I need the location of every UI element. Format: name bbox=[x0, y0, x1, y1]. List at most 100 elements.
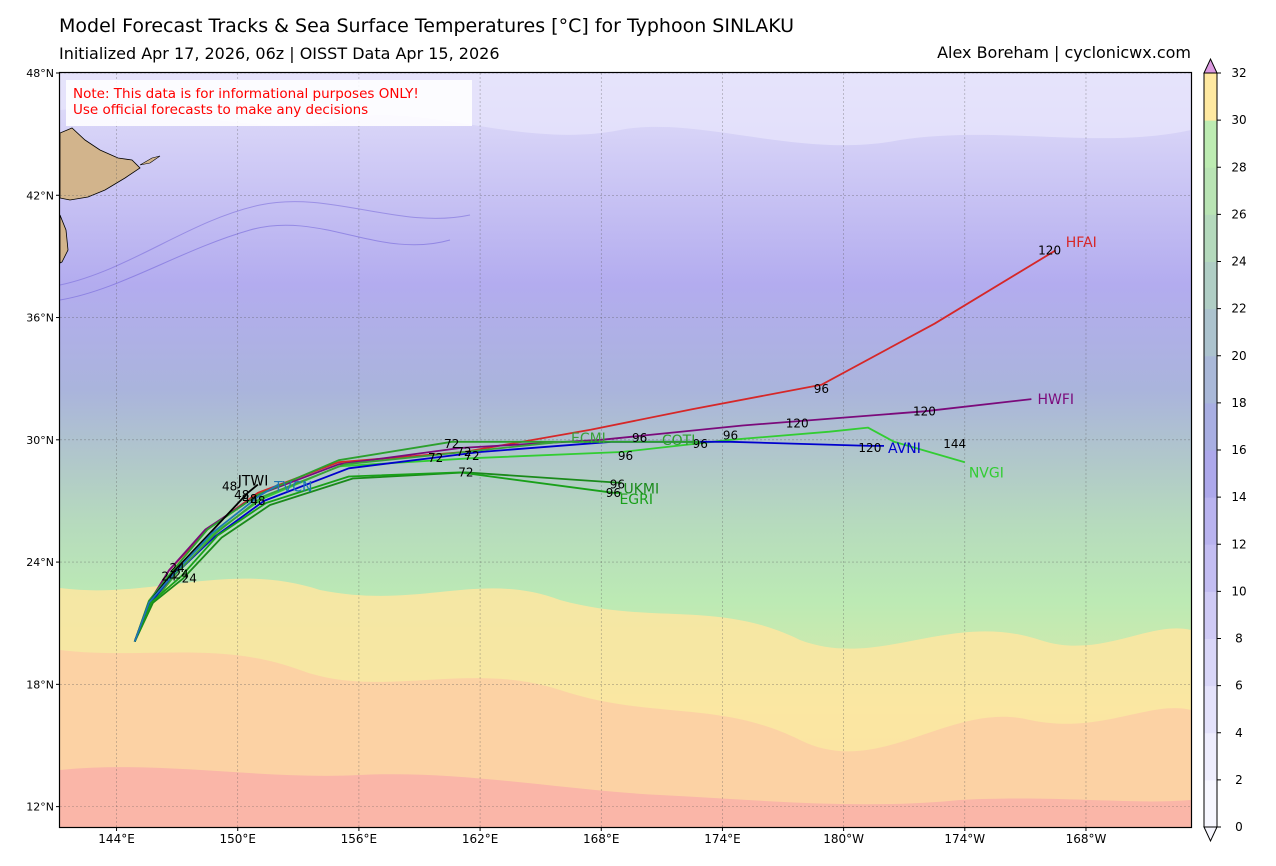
lon-tick-label: 144°E bbox=[98, 832, 135, 846]
sst-band-30 bbox=[60, 767, 1191, 827]
land-honshu bbox=[60, 214, 69, 264]
forecast-hour-label: 96 bbox=[618, 449, 633, 463]
disclaimer-line-2: Use official forecasts to make any decis… bbox=[73, 102, 369, 118]
colorbar-top-arrow bbox=[1203, 57, 1218, 74]
forecast-hour-label: 96 bbox=[610, 478, 625, 492]
model-label-ecmi: ECMI bbox=[571, 431, 606, 447]
lat-tick-label: 48°N bbox=[26, 67, 54, 80]
colorbar-tick-label: 30 bbox=[1231, 113, 1246, 127]
lat-tick-label: 42°N bbox=[26, 189, 54, 202]
forecast-hour-label: 72 bbox=[464, 449, 479, 463]
forecast-hour-label: 96 bbox=[814, 382, 829, 396]
model-label-hfai: HFAI bbox=[1066, 235, 1097, 251]
colorbar-tick-label: 18 bbox=[1231, 396, 1246, 410]
lat-tick-label: 24°N bbox=[26, 556, 54, 569]
map-title: Model Forecast Tracks & Sea Surface Temp… bbox=[59, 15, 795, 37]
lon-tick-label: 168°E bbox=[583, 832, 620, 846]
forecast-tracks bbox=[133, 249, 1057, 642]
track-hwfi bbox=[133, 398, 1032, 642]
map-credit: Alex Boreham | cyclonicwx.com bbox=[937, 43, 1191, 62]
map-subtitle: Initialized Apr 17, 2026, 06z | OISST Da… bbox=[59, 44, 500, 63]
model-label-jtwi: JTWI bbox=[237, 474, 269, 490]
disclaimer-box: Note: This data is for informational pur… bbox=[66, 80, 472, 126]
colorbar-tick-label: 4 bbox=[1235, 726, 1243, 740]
forecast-hour-label: 72 bbox=[428, 451, 443, 465]
forecast-hour-label: 96 bbox=[723, 429, 738, 443]
track-egri bbox=[133, 471, 622, 642]
colorbar-swatch bbox=[1204, 120, 1217, 168]
forecast-hour-label: 48 bbox=[222, 480, 237, 494]
lon-tick-label: 156°E bbox=[341, 832, 378, 846]
colorbar-swatch bbox=[1204, 591, 1217, 639]
graticule bbox=[60, 73, 1191, 827]
forecast-hour-label: 144 bbox=[943, 437, 966, 451]
colorbar-swatch bbox=[1204, 355, 1217, 404]
model-label-nvgi: NVGI bbox=[969, 465, 1004, 481]
forecast-hour-label: 120 bbox=[913, 404, 936, 418]
forecast-hour-label: 72 bbox=[456, 445, 471, 459]
lat-tick-label: 36°N bbox=[26, 312, 54, 325]
map-axes: 144°E 150°E 156°E 162°E 168°E 174°E 180°W 174°W… bbox=[26, 67, 1106, 846]
forecast-hour-label: 24 bbox=[174, 567, 189, 581]
colorbar-swatch bbox=[1204, 732, 1217, 781]
colorbar-swatch bbox=[1204, 779, 1217, 828]
forecast-hour-label: 120 bbox=[786, 417, 809, 431]
map-frame bbox=[58, 71, 1193, 829]
track-coti bbox=[133, 440, 701, 642]
colorbar-swatch bbox=[1204, 638, 1217, 687]
colorbar-swatch bbox=[1204, 685, 1217, 734]
track-ukmi bbox=[133, 471, 622, 642]
forecast-hour-label: 96 bbox=[693, 437, 708, 451]
colorbar-tick-label: 26 bbox=[1231, 207, 1246, 221]
colorbar-swatch bbox=[1204, 308, 1217, 357]
lon-tick-label: 168°W bbox=[1066, 832, 1107, 846]
model-label-egri: EGRI bbox=[619, 492, 653, 508]
forecast-hour-label: 24 bbox=[161, 569, 176, 583]
colorbar-tick-label: 20 bbox=[1231, 349, 1246, 363]
forecast-hour-label: 72 bbox=[458, 465, 473, 479]
lon-tick-label: 162°E bbox=[462, 832, 499, 846]
lon-tick-label: 150°E bbox=[219, 832, 256, 846]
colorbar-swatch bbox=[1204, 167, 1217, 215]
colorbar-swatch bbox=[1204, 544, 1217, 592]
model-label-coti: COTI bbox=[662, 433, 695, 449]
forecast-hour-label: 24 bbox=[169, 561, 184, 575]
model-label-ukmi: UKMI bbox=[623, 482, 659, 498]
forecast-hour-label: 120 bbox=[858, 441, 881, 455]
forecast-hour-label: 48 bbox=[250, 494, 265, 508]
colorbar-tick-label: 14 bbox=[1231, 490, 1246, 504]
model-label-hwfi: HWFI bbox=[1038, 392, 1075, 408]
colorbar-tick-label: 22 bbox=[1231, 302, 1246, 316]
colorbar-tick-label: 6 bbox=[1235, 679, 1243, 693]
lat-tick-label: 12°N bbox=[26, 801, 54, 814]
model-label-avni: AVNI bbox=[888, 441, 921, 457]
colorbar-swatch bbox=[1204, 402, 1217, 451]
lat-tick-label: 30°N bbox=[26, 434, 54, 447]
colorbar-bottom-arrow bbox=[1203, 826, 1218, 843]
forecast-hour-label: 96 bbox=[606, 486, 621, 500]
colorbar-tick-label: 32 bbox=[1231, 66, 1246, 80]
forecast-hour-label: 72 bbox=[444, 437, 459, 451]
colorbar-tick-label: 10 bbox=[1231, 584, 1246, 598]
forecast-hour-label: 120 bbox=[1038, 243, 1061, 257]
forecast-hour-label: 48 bbox=[242, 492, 257, 506]
colorbar-tick-label: 28 bbox=[1231, 160, 1246, 174]
colorbar-swatch bbox=[1204, 261, 1217, 310]
lon-tick-label: 180°W bbox=[823, 832, 864, 846]
disclaimer-line-1: Note: This data is for informational pur… bbox=[73, 86, 419, 102]
colorbar-tick-label: 12 bbox=[1231, 537, 1246, 551]
lat-tick-label: 18°N bbox=[26, 678, 54, 691]
forecast-hour-label: 48 bbox=[234, 488, 249, 502]
colorbar-tick-label: 24 bbox=[1231, 255, 1246, 269]
colorbar-swatch bbox=[1204, 214, 1217, 262]
lon-tick-label: 174°W bbox=[944, 832, 985, 846]
track-tvcn bbox=[133, 483, 279, 642]
forecast-hour-label: 96 bbox=[632, 431, 647, 445]
colorbar-tick-label: 8 bbox=[1235, 632, 1243, 646]
colorbar-swatch bbox=[1204, 73, 1217, 121]
land-hokkaido bbox=[60, 127, 141, 201]
colorbar-tick-label: 2 bbox=[1235, 773, 1243, 787]
